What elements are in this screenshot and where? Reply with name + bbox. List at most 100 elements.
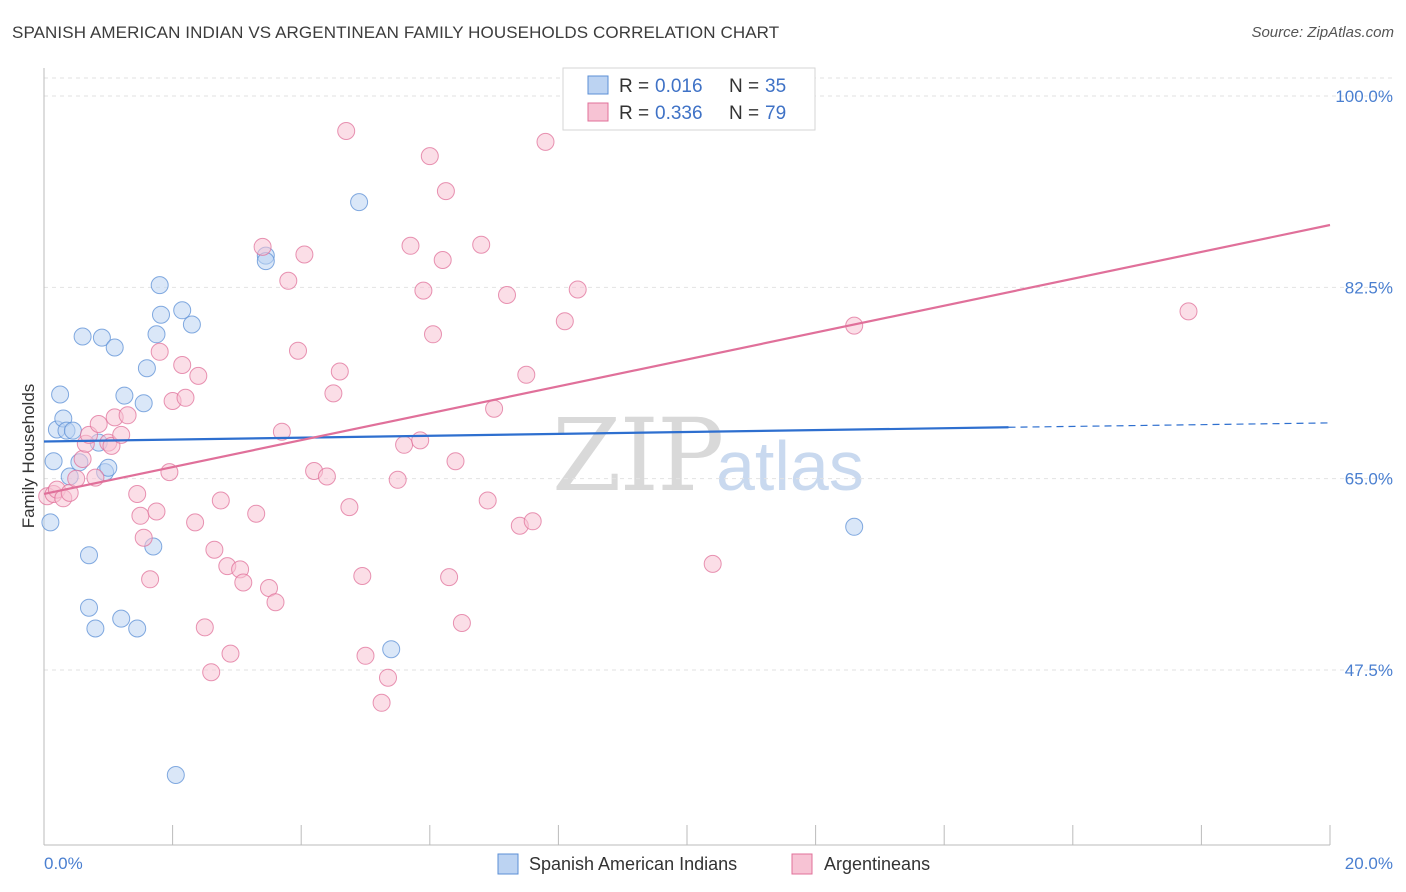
point-argentinean <box>253 237 272 256</box>
point-spanish-american-indian <box>80 546 98 565</box>
point-argentinean <box>523 512 542 531</box>
point-argentinean <box>317 467 336 486</box>
x-tick-label-min: 0.0% <box>44 854 83 873</box>
point-argentinean <box>452 614 471 632</box>
stats-legend: R = 0.016 N = 35 R = 0.336 N = 79 <box>562 67 816 131</box>
point-argentinean <box>485 399 504 418</box>
legend-r-value-1: 0.016 <box>655 76 703 97</box>
legend-r-value-2: 0.336 <box>655 103 703 124</box>
point-argentinean <box>186 513 205 532</box>
y-tick-labels: 47.5% 65.0% 82.5% 100.0% <box>1335 87 1393 680</box>
point-argentinean <box>67 469 86 488</box>
series-legend: Spanish American Indians Argentineans <box>497 853 930 875</box>
trend-line-extension-dashed <box>1008 422 1331 428</box>
point-spanish-american-indian <box>44 452 63 471</box>
point-spanish-american-indian <box>73 327 92 346</box>
point-spanish-american-indian <box>105 338 124 357</box>
point-argentinean <box>536 132 555 151</box>
point-argentinean <box>73 450 92 468</box>
series-legend-label-2: Argentineans <box>824 854 930 874</box>
point-argentinean <box>353 567 372 585</box>
watermark-atlas: atlas <box>716 427 864 505</box>
point-argentinean <box>150 342 169 361</box>
point-argentinean <box>424 325 442 344</box>
point-spanish-american-indian <box>80 598 98 617</box>
point-argentinean <box>414 281 433 300</box>
trend-lines <box>43 223 1331 496</box>
point-argentinean <box>379 668 397 687</box>
point-argentinean <box>411 431 430 450</box>
legend-swatch-blue <box>587 75 609 95</box>
point-argentinean <box>195 618 214 637</box>
point-argentinean <box>440 568 459 587</box>
point-argentinean <box>176 388 195 407</box>
point-spanish-american-indian <box>182 315 201 334</box>
point-argentinean <box>173 356 192 374</box>
series-legend-swatch-blue <box>497 853 519 875</box>
point-spanish-american-indian <box>147 325 166 344</box>
point-argentinean <box>337 122 356 140</box>
legend-n-label-2: N = <box>729 103 759 124</box>
point-argentinean <box>388 470 407 489</box>
point-spanish-american-indian <box>134 394 153 413</box>
series-legend-swatch-pink <box>791 853 813 875</box>
point-argentinean <box>472 235 491 254</box>
scatter-points <box>38 122 1198 784</box>
series-legend-label-1: Spanish American Indians <box>529 854 737 874</box>
point-argentinean <box>189 366 208 385</box>
point-argentinean <box>356 646 375 665</box>
point-argentinean <box>147 502 166 521</box>
point-argentinean <box>89 415 108 433</box>
point-spanish-american-indian <box>115 386 134 405</box>
trend-line-argentineans <box>43 223 1331 496</box>
point-argentinean <box>401 236 420 255</box>
point-argentinean <box>141 570 160 589</box>
point-argentinean <box>703 554 722 573</box>
point-argentinean <box>436 182 455 201</box>
point-argentinean <box>568 280 587 299</box>
point-argentinean <box>372 693 391 712</box>
x-axis-ticks <box>43 825 1331 845</box>
point-argentinean <box>131 506 150 525</box>
x-tick-label-max: 20.0% <box>1345 854 1393 873</box>
point-argentinean <box>118 406 137 425</box>
legend-r-label-1: R = <box>619 76 649 97</box>
point-spanish-american-indian <box>845 517 864 536</box>
point-argentinean <box>247 504 266 523</box>
point-spanish-american-indian <box>166 766 185 784</box>
y-tick-label: 47.5% <box>1345 661 1393 680</box>
point-argentinean <box>433 251 452 269</box>
point-spanish-american-indian <box>382 640 401 659</box>
watermark-zip: ZIP <box>552 397 722 514</box>
trend-line-spanish-american-indians <box>43 426 1009 443</box>
point-argentinean <box>478 491 497 510</box>
point-argentinean <box>395 435 414 454</box>
point-spanish-american-indian <box>92 328 111 347</box>
point-spanish-american-indian <box>137 359 156 378</box>
point-argentinean <box>128 485 147 503</box>
point-argentinean <box>289 341 307 360</box>
point-argentinean <box>1179 302 1198 321</box>
point-spanish-american-indian <box>152 305 170 324</box>
point-spanish-american-indian <box>150 276 169 295</box>
point-spanish-american-indian <box>112 609 131 628</box>
legend-r-label-2: R = <box>619 103 649 124</box>
point-argentinean <box>234 573 253 592</box>
point-argentinean <box>517 365 536 384</box>
point-argentinean <box>266 593 285 612</box>
point-spanish-american-indian <box>99 458 118 477</box>
point-argentinean <box>498 286 516 304</box>
y-tick-label: 65.0% <box>1345 470 1393 489</box>
point-spanish-american-indian <box>350 193 369 212</box>
point-argentinean <box>279 271 298 290</box>
point-argentinean <box>221 644 240 663</box>
point-spanish-american-indian <box>128 619 147 638</box>
point-argentinean <box>202 663 221 682</box>
y-tick-label: 82.5% <box>1345 278 1393 297</box>
point-argentinean <box>134 528 153 547</box>
point-argentinean <box>211 491 230 510</box>
point-spanish-american-indian <box>86 619 105 638</box>
point-argentinean <box>205 540 224 559</box>
legend-n-label-1: N = <box>729 76 759 97</box>
